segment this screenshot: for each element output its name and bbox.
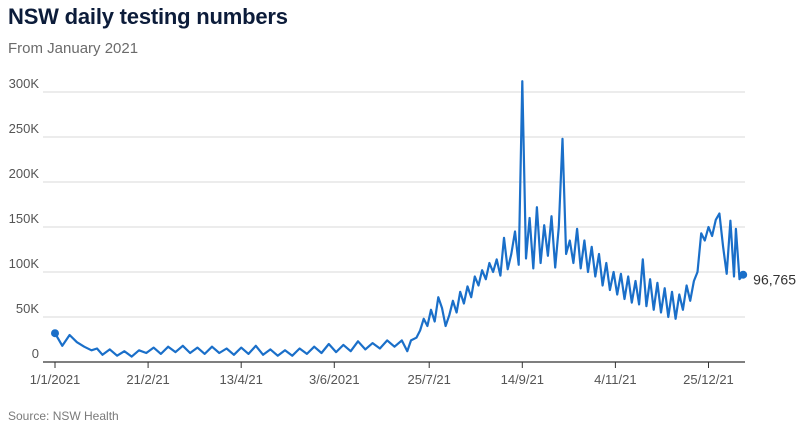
series-line <box>53 80 745 358</box>
chart-title: NSW daily testing numbers <box>8 4 288 29</box>
x-axis-ticks: 1/1/2021 21/2/21 13/4/21 3/6/2021 25/7/21 14/… <box>30 362 734 387</box>
x-tick-label: 3/6/2021 <box>309 372 360 387</box>
x-tick-label: 21/2/21 <box>126 372 169 387</box>
source-note: Source: NSW Health <box>8 409 119 423</box>
x-tick-label: 4/11/21 <box>594 372 636 387</box>
y-tick-label: 150K <box>9 211 40 226</box>
x-tick-label: 25/12/21 <box>683 372 734 387</box>
x-tick-label: 25/7/21 <box>408 372 451 387</box>
end-value-label: 96,765 <box>753 272 796 288</box>
gridlines <box>43 91 745 363</box>
y-tick-label: 200K <box>9 166 40 181</box>
y-axis-ticks: 0 50K 100K 150K 200K 250K 300K <box>9 76 40 361</box>
x-tick-label: 13/4/21 <box>220 372 263 387</box>
y-tick-label: 250K <box>9 121 40 136</box>
x-tick-label: 1/1/2021 <box>30 372 81 387</box>
y-tick-label: 0 <box>32 346 39 361</box>
end-point-marker <box>739 270 748 279</box>
x-tick-label: 14/9/21 <box>501 372 544 387</box>
series-layer: 96,765 <box>51 80 796 358</box>
y-tick-label: 50K <box>16 301 39 316</box>
start-point-marker <box>51 329 59 338</box>
y-tick-label: 300K <box>9 76 40 91</box>
chart-subtitle: From January 2021 <box>8 40 139 57</box>
y-tick-label: 100K <box>9 256 40 271</box>
